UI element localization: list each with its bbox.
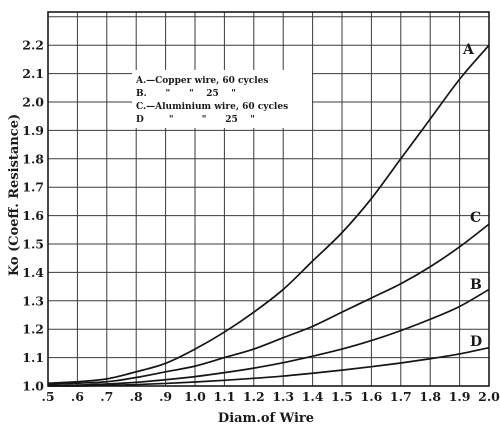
- x-tick-label: 1.6: [361, 389, 383, 404]
- legend-line-b: B. " " 25 ": [136, 89, 236, 99]
- curves: [47, 44, 490, 387]
- legend: A.—Copper wire, 60 cycles B. " " 25 " C.…: [132, 70, 312, 128]
- curve-label-b: B: [470, 277, 482, 293]
- y-tick-label: 1.9: [22, 123, 44, 138]
- x-tick-label: 1.7: [390, 389, 412, 404]
- y-tick-label: 1.6: [22, 208, 44, 223]
- y-tick-labels: 1.0 1.1 1.2 1.3 1.4 1.5 1.6 1.7 1.8 1.9 2.0 2.1 2.2: [22, 38, 44, 394]
- curve-label-a: A: [462, 42, 475, 58]
- x-tick-label: 1.0: [184, 389, 206, 404]
- x-tick-label: .7: [100, 389, 113, 404]
- series-line-a: [47, 44, 490, 385]
- y-tick-label: 2.0: [22, 95, 44, 110]
- x-tick-label: 1.4: [302, 389, 324, 404]
- y-tick-label: 1.0: [22, 379, 44, 394]
- legend-box: [132, 70, 312, 128]
- x-tick-label: 1.5: [331, 389, 353, 404]
- y-tick-label: 1.1: [22, 350, 44, 365]
- x-tick-label: 2.0: [478, 389, 500, 404]
- y-tick-label: 1.8: [22, 151, 44, 166]
- legend-line-c: C.—Aluminium wire, 60 cycles: [136, 102, 288, 112]
- y-axis-title: Ko (Coeff. Resistance): [7, 114, 22, 276]
- x-tick-labels: .5 .6 .7 .8 .9 1.0 1.1 1.2 1.3 1.4 1.5 1.6 1.7 1.8 1.9…: [41, 389, 500, 404]
- x-tick-label: 1.8: [419, 389, 441, 404]
- x-axis-title: Diam.of Wire: [218, 411, 314, 426]
- y-tick-label: 1.5: [22, 237, 44, 252]
- series-line-b: [47, 288, 490, 387]
- y-tick-label: 2.1: [22, 66, 44, 81]
- x-tick-label: 1.9: [449, 389, 471, 404]
- x-tick-label: .6: [71, 389, 84, 404]
- y-tick-label: 1.2: [22, 322, 44, 337]
- x-tick-label: 1.2: [243, 389, 265, 404]
- curve-label-d: D: [470, 334, 482, 350]
- x-tick-label: .8: [130, 389, 143, 404]
- x-tick-label: 1.3: [272, 389, 294, 404]
- series-line-c: [47, 223, 490, 386]
- y-tick-label: 1.3: [22, 293, 44, 308]
- legend-line-d: D " " 25 ": [136, 115, 255, 125]
- legend-line-a: A.—Copper wire, 60 cycles: [135, 76, 268, 86]
- x-tick-label: .5: [41, 389, 54, 404]
- series-line-d: [47, 346, 490, 387]
- curve-label-c: C: [470, 210, 481, 226]
- plot-frame: [47, 11, 490, 387]
- x-tick-label: 1.1: [214, 389, 236, 404]
- y-tick-label: 2.2: [22, 38, 44, 53]
- y-tick-label: 1.4: [22, 265, 44, 280]
- y-tick-label: 1.7: [22, 180, 44, 195]
- x-tick-label: .9: [159, 389, 172, 404]
